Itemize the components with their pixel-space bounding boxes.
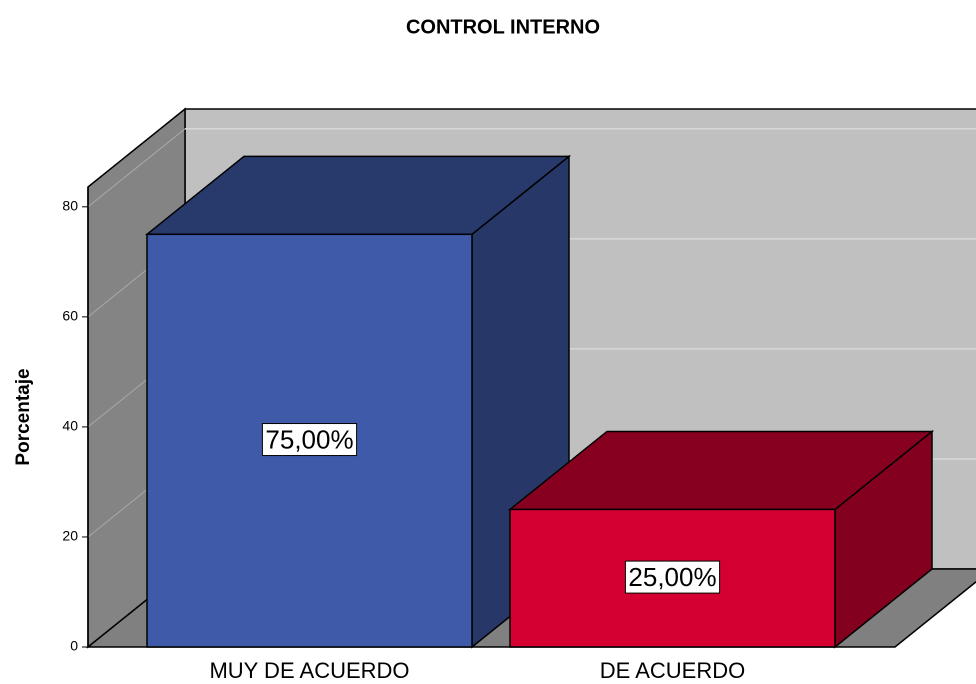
y-axis-label: Porcentaje (13, 368, 34, 465)
value-label-box (624, 560, 721, 594)
y-tick-label: 80 (62, 198, 78, 214)
bar (144, 154, 572, 649)
value-label: 75,00% (265, 425, 353, 455)
bar (507, 429, 935, 649)
y-tick-label: 20 (62, 528, 78, 544)
x-tick-label: MUY DE ACUERDO (209, 658, 409, 683)
grid-line (87, 128, 186, 208)
y-tick-label: 40 (62, 418, 78, 434)
value-label: 25,00% (628, 562, 716, 592)
chart-title: CONTROL INTERNO (406, 16, 600, 38)
y-tick-label: 0 (70, 638, 78, 654)
value-label-box (261, 423, 358, 457)
y-tick-label: 60 (62, 308, 78, 324)
x-tick-label: DE ACUERDO (600, 658, 745, 683)
